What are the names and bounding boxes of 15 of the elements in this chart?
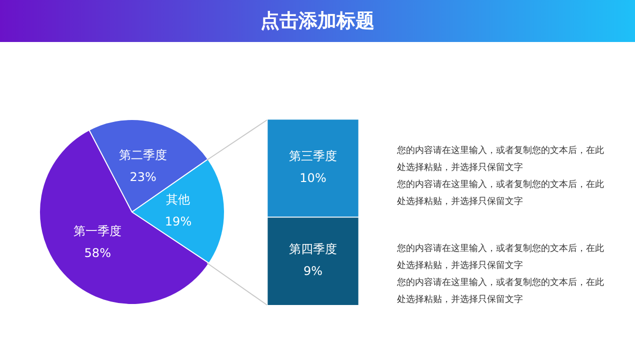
slice-label: 第二季度 <box>119 148 168 162</box>
text: 您的内容请在这里输入，或者复制您的文本后，在此处选择粘贴，并选择只保留文字 <box>397 178 605 209</box>
data-label: 19% <box>164 214 192 229</box>
series-label: 第三季度 <box>289 149 337 164</box>
text: 您的内容请在这里输入，或者复制您的文本后，在此处选择粘贴，并选择只保留文字 <box>397 276 605 307</box>
data-label: 23% <box>130 170 156 184</box>
text: 您的内容请在这里输入，或者复制您的文本后，在此处选择粘贴，并选择只保留文字 <box>397 144 605 175</box>
data-label: 10% <box>300 171 326 186</box>
text: 您的内容请在这里输入，或者复制您的文本后，在此处选择粘贴，并选择只保留文字 <box>397 242 605 273</box>
data-label: 9% <box>303 264 323 278</box>
series-label: 第四季度 <box>289 242 337 256</box>
data-label: 58% <box>84 246 111 260</box>
slice-label: 其他 <box>166 192 190 207</box>
slice-label: 第一季度 <box>74 224 122 238</box>
chart-title: 点击添加标题 <box>0 0 635 42</box>
